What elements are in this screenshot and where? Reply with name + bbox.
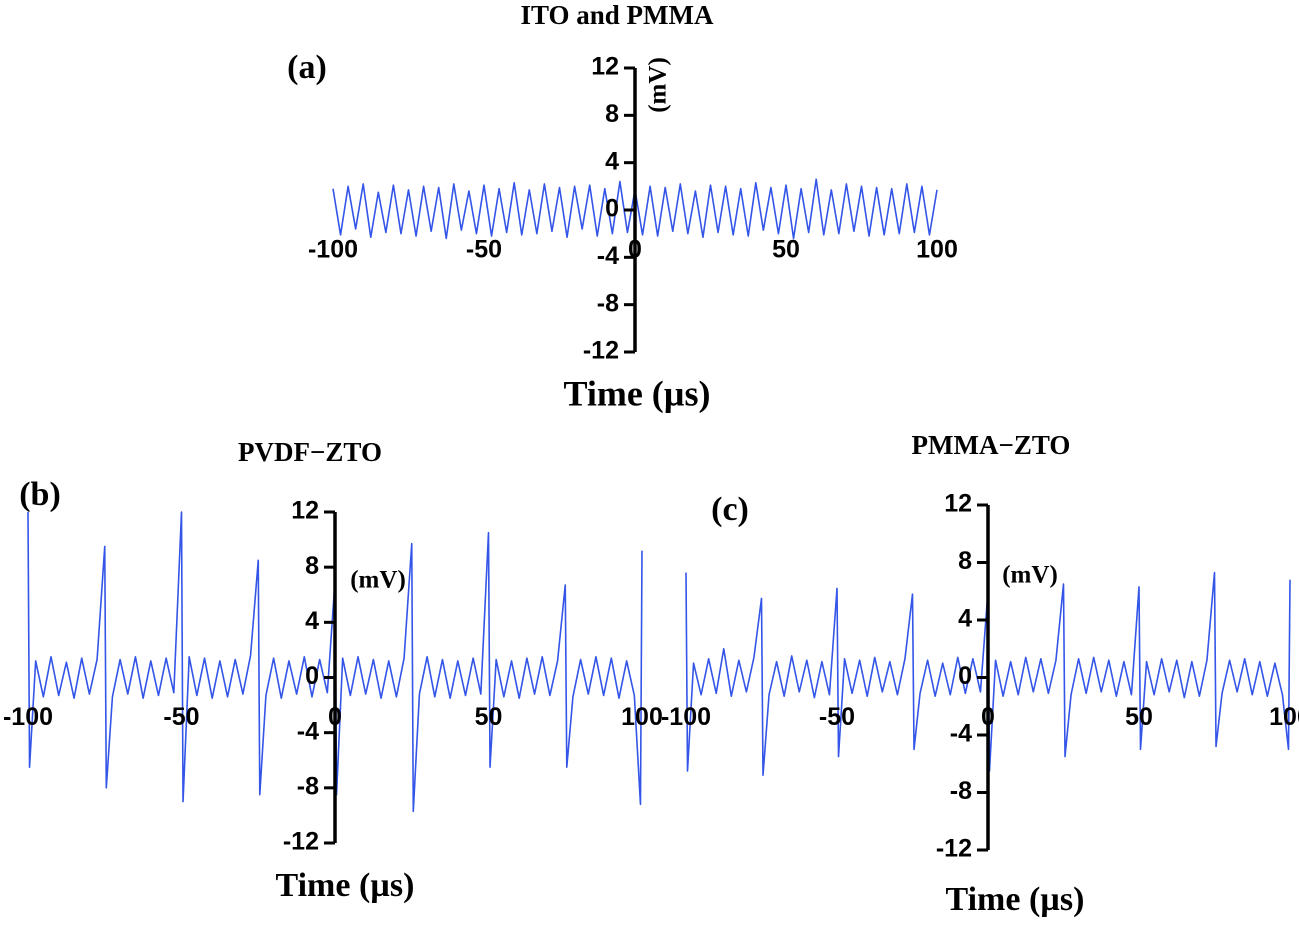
y-tick-label: -8 <box>597 289 619 317</box>
y-tick-label: -12 <box>936 835 972 863</box>
y-tick-label: 4 <box>958 605 972 633</box>
panel: 12 8 4 0 -4 -8 -12 -100 -50 0 50 100 PMMA−ZTO (c) (mV)… <box>661 430 1299 918</box>
y-tick-label: 0 <box>305 662 319 690</box>
x-tick-label: -100 <box>661 703 711 731</box>
panel-label: (c) <box>711 491 749 528</box>
x-tick-label: -50 <box>819 703 855 731</box>
y-tick-label: 4 <box>305 607 319 635</box>
y-axis-label: (mV) <box>350 567 406 594</box>
x-tick-label: -50 <box>466 236 502 264</box>
y-tick-label: -4 <box>597 242 619 270</box>
x-tick-label: 0 <box>328 703 342 731</box>
x-tick-label: -100 <box>308 236 358 264</box>
y-tick-label: -8 <box>950 777 972 805</box>
y-tick-label: -12 <box>583 337 619 365</box>
x-axis-label: Time (µs) <box>946 881 1085 918</box>
y-tick-label: 12 <box>591 53 619 81</box>
panel-label: (b) <box>19 476 61 513</box>
x-tick-label: 100 <box>1269 703 1299 731</box>
panel: 12 8 4 0 -4 -8 -12 -100 -50 0 50 100 PVDF−ZTO (b) (mV)… <box>3 437 663 904</box>
y-axis-label: (mV) <box>1002 562 1058 589</box>
y-tick-label: 0 <box>605 195 619 223</box>
y-tick-label: -12 <box>283 828 319 856</box>
y-tick-label: 8 <box>958 547 972 575</box>
panel: 12 8 4 0 -4 -8 -12 -100 -50 0 50 100 ITO and PMMA (a)… <box>287 0 958 413</box>
y-tick-label: 4 <box>605 147 619 175</box>
y-tick-label: -4 <box>950 720 972 748</box>
y-tick-label: 8 <box>605 100 619 128</box>
x-tick-label: -50 <box>163 703 199 731</box>
panel-label: (a) <box>287 49 327 86</box>
x-tick-label: 50 <box>475 703 503 731</box>
x-axis-label: Time (µs) <box>563 373 710 413</box>
y-tick-label: 0 <box>958 662 972 690</box>
chart-title: PMMA−ZTO <box>912 430 1071 460</box>
x-tick-label: 0 <box>628 236 642 264</box>
y-tick-label: 12 <box>291 497 319 525</box>
x-tick-label: 100 <box>621 703 663 731</box>
x-tick-label: 100 <box>916 236 958 264</box>
y-tick-label: -4 <box>297 717 319 745</box>
chart-title: ITO and PMMA <box>520 0 714 30</box>
x-tick-label: 50 <box>1125 703 1153 731</box>
x-tick-label: 50 <box>772 236 800 264</box>
y-tick-label: 8 <box>305 552 319 580</box>
y-tick-label: 12 <box>944 490 972 518</box>
y-tick-label: -8 <box>297 772 319 800</box>
y-axis-label: (mV) <box>645 57 672 113</box>
x-tick-label: -100 <box>3 703 53 731</box>
x-axis-label: Time (µs) <box>276 867 415 904</box>
chart-title: PVDF−ZTO <box>238 437 382 467</box>
x-tick-label: 0 <box>981 703 995 731</box>
